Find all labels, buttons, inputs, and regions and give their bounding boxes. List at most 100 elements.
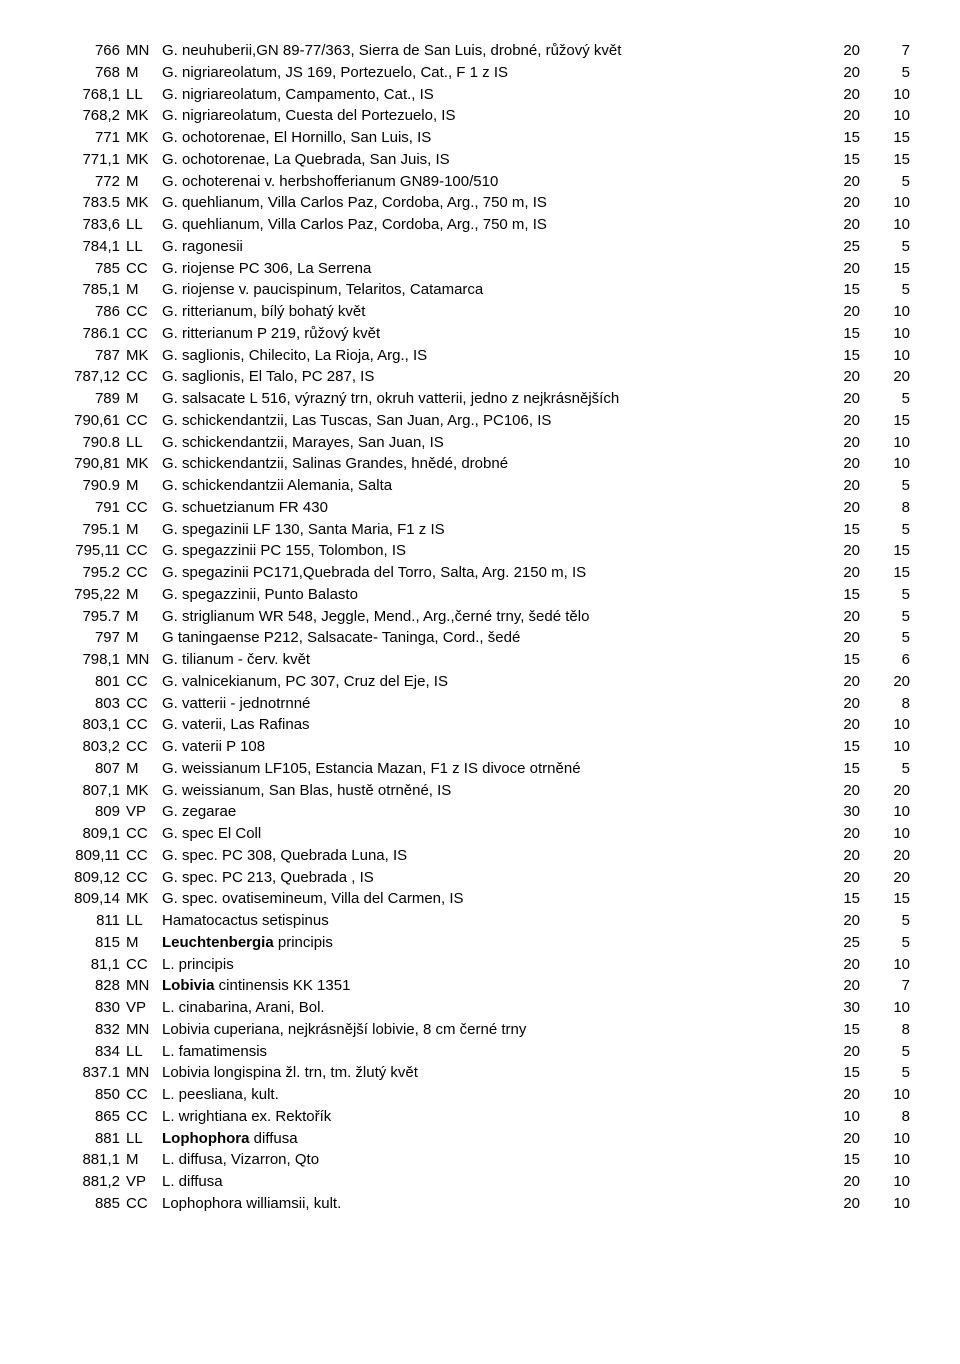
row-code: MN xyxy=(126,40,162,62)
row-number: 850 xyxy=(50,1084,126,1106)
row-description: G. ritterianum, bílý bohatý květ xyxy=(162,301,810,323)
row-description: L. diffusa xyxy=(162,1171,810,1193)
row-number: 790,61 xyxy=(50,410,126,432)
table-row: 771,1MKG. ochotorenae, La Quebrada, San … xyxy=(50,149,910,171)
row-description: G. ritterianum P 219, růžový květ xyxy=(162,323,810,345)
row-code: M xyxy=(126,475,162,497)
row-value-1: 20 xyxy=(810,475,860,497)
row-value-1: 15 xyxy=(810,584,860,606)
catalog-table: 766MNG. neuhuberii,GN 89-77/363, Sierra … xyxy=(50,40,910,1215)
row-number: 772 xyxy=(50,171,126,193)
table-row: 809,1CCG. spec El Coll2010 xyxy=(50,823,910,845)
row-number: 787 xyxy=(50,345,126,367)
row-code: VP xyxy=(126,801,162,823)
row-code: LL xyxy=(126,84,162,106)
table-row: 768,1LLG. nigriareolatum, Campamento, Ca… xyxy=(50,84,910,106)
table-row: 766MNG. neuhuberii,GN 89-77/363, Sierra … xyxy=(50,40,910,62)
row-value-1: 20 xyxy=(810,693,860,715)
row-number: 771,1 xyxy=(50,149,126,171)
row-value-2: 5 xyxy=(860,475,910,497)
row-number: 790.8 xyxy=(50,432,126,454)
row-code: MK xyxy=(126,127,162,149)
row-code: MK xyxy=(126,192,162,214)
table-row: 807MG. weissianum LF105, Estancia Mazan,… xyxy=(50,758,910,780)
row-value-2: 10 xyxy=(860,432,910,454)
row-description: G. vatterii - jednotrnné xyxy=(162,693,810,715)
row-number: 783.5 xyxy=(50,192,126,214)
table-row: 798,1MNG. tilianum - červ. květ156 xyxy=(50,649,910,671)
table-row: 790.9MG. schickendantzii Alemania, Salta… xyxy=(50,475,910,497)
row-description: G. schickendantzii, Marayes, San Juan, I… xyxy=(162,432,810,454)
row-number: 784,1 xyxy=(50,236,126,258)
row-value-1: 20 xyxy=(810,540,860,562)
row-description: G. quehlianum, Villa Carlos Paz, Cordoba… xyxy=(162,214,810,236)
row-value-1: 10 xyxy=(810,1106,860,1128)
row-number: 768 xyxy=(50,62,126,84)
row-value-1: 20 xyxy=(810,954,860,976)
row-code: CC xyxy=(126,1193,162,1215)
row-description: G. nigriareolatum, JS 169, Portezuelo, C… xyxy=(162,62,810,84)
row-description: G. saglionis, Chilecito, La Rioja, Arg.,… xyxy=(162,345,810,367)
row-code: M xyxy=(126,758,162,780)
row-value-1: 20 xyxy=(810,258,860,280)
row-description: G. spec. PC 213, Quebrada , IS xyxy=(162,867,810,889)
row-value-1: 20 xyxy=(810,1171,860,1193)
row-value-1: 20 xyxy=(810,453,860,475)
row-value-1: 20 xyxy=(810,432,860,454)
row-value-2: 5 xyxy=(860,910,910,932)
row-number: 809,14 xyxy=(50,888,126,910)
row-value-1: 20 xyxy=(810,497,860,519)
row-value-2: 5 xyxy=(860,1062,910,1084)
row-description: Lobivia cintinensis KK 1351 xyxy=(162,975,810,997)
row-number: 801 xyxy=(50,671,126,693)
row-value-2: 15 xyxy=(860,562,910,584)
row-value-2: 10 xyxy=(860,801,910,823)
row-number: 832 xyxy=(50,1019,126,1041)
row-code: CC xyxy=(126,410,162,432)
row-number: 807 xyxy=(50,758,126,780)
row-value-1: 20 xyxy=(810,214,860,236)
row-value-1: 30 xyxy=(810,997,860,1019)
row-value-1: 20 xyxy=(810,714,860,736)
row-code: LL xyxy=(126,214,162,236)
table-row: 830VPL. cinabarina, Arani, Bol.3010 xyxy=(50,997,910,1019)
row-value-2: 15 xyxy=(860,149,910,171)
row-number: 795.2 xyxy=(50,562,126,584)
row-description: G taningaense P212, Salsacate- Taninga, … xyxy=(162,627,810,649)
row-value-1: 20 xyxy=(810,975,860,997)
row-description: G. schickendantzii, Salinas Grandes, hně… xyxy=(162,453,810,475)
row-value-2: 10 xyxy=(860,345,910,367)
row-value-1: 20 xyxy=(810,780,860,802)
row-value-1: 15 xyxy=(810,888,860,910)
table-row: 815MLeuchtenbergia principis255 xyxy=(50,932,910,954)
row-value-1: 20 xyxy=(810,192,860,214)
row-description: G. spegazzinii, Punto Balasto xyxy=(162,584,810,606)
row-value-1: 20 xyxy=(810,84,860,106)
row-number: 790.9 xyxy=(50,475,126,497)
row-description: G. ochotorenae, El Hornillo, San Luis, I… xyxy=(162,127,810,149)
row-value-2: 10 xyxy=(860,105,910,127)
row-value-2: 5 xyxy=(860,279,910,301)
row-number: 795,11 xyxy=(50,540,126,562)
table-row: 789MG. salsacate L 516, výrazný trn, okr… xyxy=(50,388,910,410)
table-row: 768,2MKG. nigriareolatum, Cuesta del Por… xyxy=(50,105,910,127)
row-description: Hamatocactus setispinus xyxy=(162,910,810,932)
row-code: LL xyxy=(126,236,162,258)
row-value-1: 15 xyxy=(810,519,860,541)
row-description: L. wrightiana ex. Rektořík xyxy=(162,1106,810,1128)
row-value-2: 10 xyxy=(860,997,910,1019)
row-code: M xyxy=(126,388,162,410)
table-row: 797MG taningaense P212, Salsacate- Tanin… xyxy=(50,627,910,649)
row-value-1: 15 xyxy=(810,149,860,171)
row-code: CC xyxy=(126,1106,162,1128)
row-value-2: 10 xyxy=(860,323,910,345)
row-description: G. quehlianum, Villa Carlos Paz, Cordoba… xyxy=(162,192,810,214)
table-row: 832MNLobivia cuperiana, nejkrásnější lob… xyxy=(50,1019,910,1041)
row-number: 797 xyxy=(50,627,126,649)
row-code: MK xyxy=(126,888,162,910)
row-value-1: 20 xyxy=(810,627,860,649)
row-description: G. spegazinii LF 130, Santa Maria, F1 z … xyxy=(162,519,810,541)
row-value-1: 30 xyxy=(810,801,860,823)
row-code: LL xyxy=(126,1128,162,1150)
row-description: G. schickendantzii, Las Tuscas, San Juan… xyxy=(162,410,810,432)
